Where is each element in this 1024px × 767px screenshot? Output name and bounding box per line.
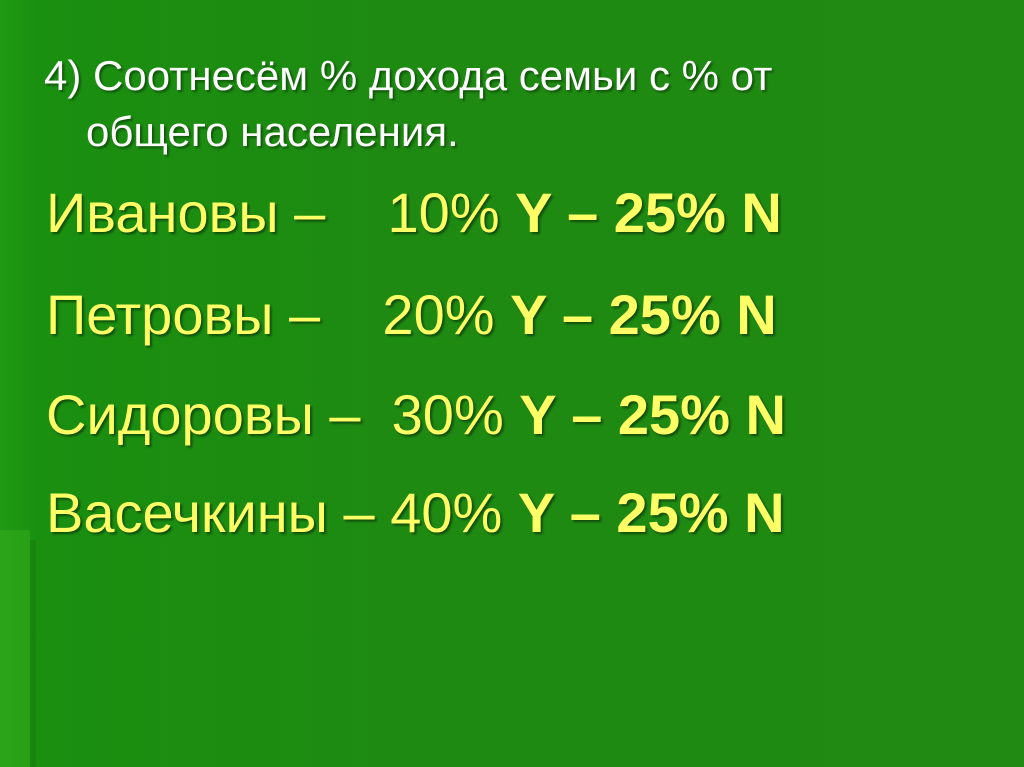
family-name: Петровы – bbox=[46, 283, 383, 346]
slide-title: 4) Соотнесём % дохода семьи с % от общег… bbox=[44, 48, 772, 160]
decor-stripe bbox=[30, 540, 36, 767]
family-row: Васечкины – 40% Y – 25% N bbox=[46, 480, 785, 545]
income-share: 10% bbox=[387, 181, 516, 244]
family-row: Петровы – 20% Y – 25% N bbox=[46, 282, 777, 347]
population-share: Y – 25% N bbox=[515, 181, 782, 244]
population-share: Y – 25% N bbox=[510, 283, 777, 346]
population-share: Y – 25% N bbox=[517, 481, 785, 544]
population-share: Y – 25% N bbox=[519, 383, 786, 446]
family-row: Ивановы – 10% Y – 25% N bbox=[46, 180, 782, 245]
family-name: Сидоровы – bbox=[46, 383, 392, 446]
title-line-1: 4) Соотнесём % дохода семьи с % от bbox=[44, 52, 773, 99]
income-share: 20% bbox=[382, 283, 511, 346]
title-line-2: общего населения. bbox=[86, 108, 459, 155]
family-row: Сидоровы – 30% Y – 25% N bbox=[46, 382, 786, 447]
income-share: 30% bbox=[391, 383, 520, 446]
family-name: Ивановы – bbox=[46, 181, 388, 244]
family-name: Васечкины – bbox=[46, 481, 391, 544]
income-share: 40% bbox=[390, 481, 518, 544]
decor-stripe bbox=[0, 530, 30, 767]
